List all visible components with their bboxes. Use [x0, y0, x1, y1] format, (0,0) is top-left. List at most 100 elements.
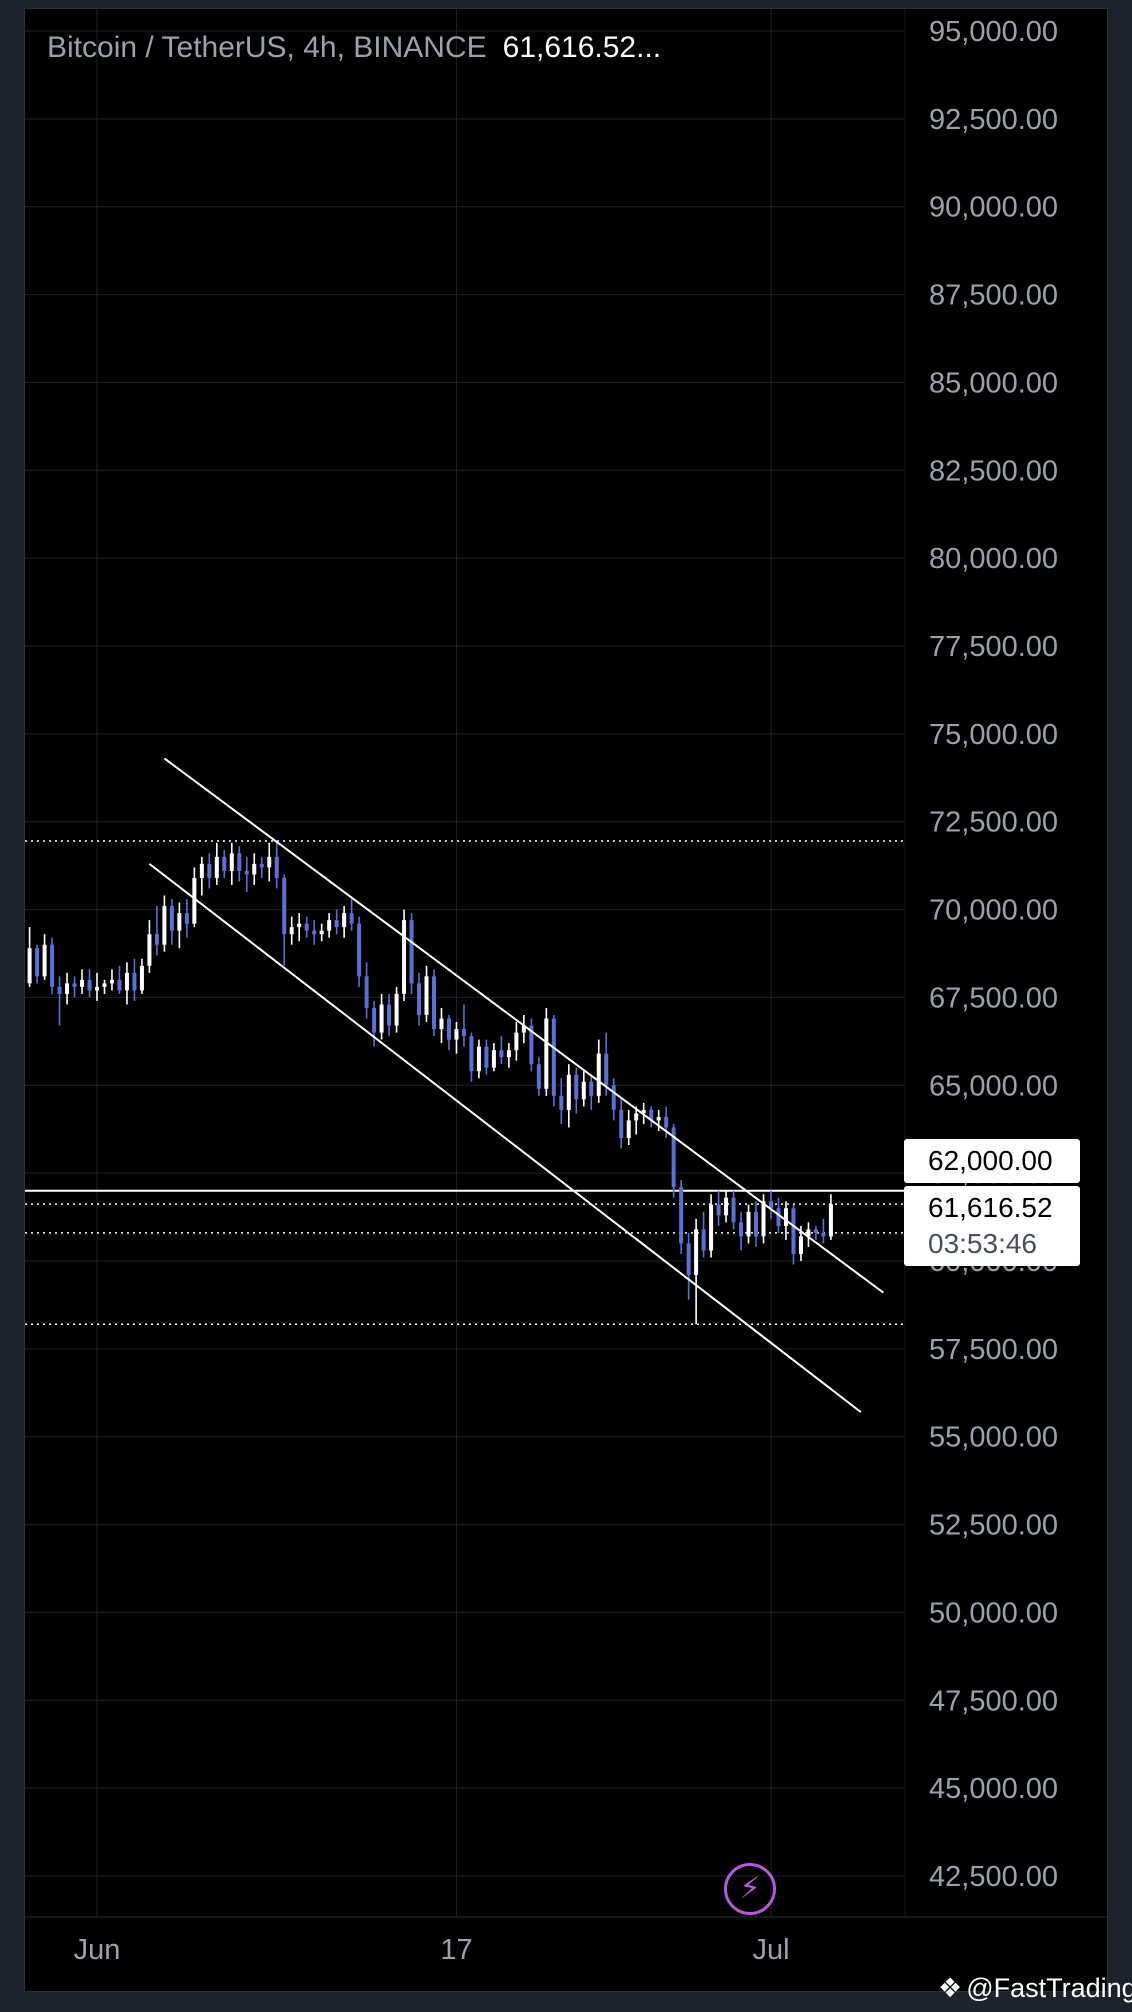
candle-body: [394, 993, 399, 1026]
candle-body: [117, 979, 122, 991]
candle-body: [267, 856, 272, 868]
candle-body: [222, 856, 227, 871]
candle-body: [484, 1046, 489, 1068]
price-level-label: 62,000.00: [904, 1139, 1080, 1183]
candle-body: [783, 1208, 788, 1226]
candle-body: [679, 1187, 684, 1244]
candle-body: [312, 930, 317, 935]
candle-body: [589, 1081, 594, 1096]
chart-header: Bitcoin / TetherUS, 4h, BINANCE 61,616.52…: [47, 31, 661, 65]
price-chart[interactable]: 95,000.00 92,500.00 90,000.00 87,500.00 85,0…: [25, 9, 1108, 1992]
candle-body: [319, 930, 324, 935]
candle-body: [229, 853, 234, 871]
candle-body: [327, 920, 332, 931]
candle-body: [72, 983, 77, 987]
candle-body: [499, 1050, 504, 1058]
price-tick-label: 65,000.00: [929, 1070, 1058, 1102]
candle-body: [432, 976, 436, 1030]
candle-body: [439, 1018, 444, 1030]
candle-body: [372, 1007, 377, 1033]
candle-body: [724, 1197, 729, 1216]
watermark: ❖ @FastTrading: [938, 1973, 1132, 2004]
candle-body: [424, 976, 429, 1015]
price-tick-label: 92,500.00: [929, 104, 1058, 136]
price-tick-label: 80,000.00: [929, 543, 1058, 575]
candle-body: [417, 983, 422, 1015]
candle-body: [87, 979, 92, 991]
candle-body: [252, 863, 257, 875]
candle-body: [162, 906, 167, 945]
watermark-text: @FastTrading: [966, 1973, 1132, 2003]
candle-body: [207, 863, 212, 878]
candle-body: [754, 1211, 759, 1237]
candle-body: [813, 1229, 818, 1233]
candle-body: [214, 856, 219, 878]
price-tick-label: 57,500.00: [929, 1334, 1058, 1366]
candle-body: [199, 863, 204, 878]
candle-body: [566, 1074, 571, 1110]
candle-body: [544, 1018, 549, 1089]
candle-body: [641, 1109, 646, 1114]
candle-body: [349, 913, 354, 924]
candle-body: [664, 1116, 669, 1128]
candle-body: [357, 923, 362, 977]
price-tick-label: 42,500.00: [929, 1861, 1058, 1893]
candle-body: [342, 913, 347, 928]
candle-body: [282, 877, 287, 935]
candle-body: [446, 1018, 451, 1040]
candle-body: [147, 934, 152, 966]
candle-body: [709, 1204, 714, 1251]
candle-body: [154, 934, 159, 945]
candle-body: [776, 1208, 781, 1226]
candle-body: [634, 1113, 639, 1121]
candle-body: [387, 1004, 392, 1026]
price-tick-label: 82,500.00: [929, 455, 1058, 487]
candle-body: [746, 1211, 751, 1237]
candle-body: [469, 1036, 474, 1072]
candle-body: [50, 944, 55, 987]
candle-body: [57, 986, 62, 994]
candle-body: [491, 1050, 496, 1068]
candle-body: [626, 1120, 631, 1138]
candle-body: [476, 1046, 481, 1072]
price-tick-label: 77,500.00: [929, 631, 1058, 663]
diamond-logo-icon: ❖: [938, 1973, 963, 2003]
candle-body: [731, 1197, 736, 1223]
chart-frame: 95,000.00 92,500.00 90,000.00 87,500.00 85,0…: [24, 8, 1108, 1992]
candle-body: [551, 1018, 556, 1096]
candle-body: [80, 979, 85, 987]
candle-body: [259, 863, 264, 868]
candle-body: [798, 1236, 803, 1254]
candle-body: [506, 1050, 511, 1058]
candle-body: [364, 976, 369, 1008]
candle-body: [184, 913, 189, 924]
candle-body: [454, 1029, 459, 1040]
price-tick-label: 45,000.00: [929, 1773, 1058, 1805]
candle-body: [656, 1116, 661, 1121]
trend-line: [148, 863, 862, 1413]
candle-body: [821, 1232, 826, 1237]
price-tick-label: 52,500.00: [929, 1510, 1058, 1542]
candle-body: [379, 1004, 384, 1033]
bar-countdown: 03:53:46: [928, 1228, 1037, 1259]
candle-body: [686, 1243, 691, 1276]
price-level-value: 62,000.00: [928, 1145, 1053, 1176]
price-tick-label: 47,500.00: [929, 1685, 1058, 1717]
price-tick-label: 55,000.00: [929, 1422, 1058, 1454]
lightning-bolt-icon[interactable]: ⚡: [724, 1863, 776, 1915]
price-tick-label: 87,500.00: [929, 280, 1058, 312]
candle-body: [409, 920, 414, 984]
price-tick-label: 67,500.00: [929, 982, 1058, 1014]
price-tick-label: 50,000.00: [929, 1597, 1058, 1629]
candle-body: [274, 856, 279, 878]
price-tick-label: 90,000.00: [929, 192, 1058, 224]
candle-body: [192, 877, 197, 924]
time-tick-label: Jul: [752, 1934, 789, 1966]
candle-body: [35, 948, 40, 977]
candle-body: [461, 1029, 466, 1037]
candle-body: [604, 1053, 609, 1086]
header-last-price: 61,616.52...: [502, 31, 662, 64]
candle-body: [529, 1025, 534, 1065]
candle-body: [27, 948, 32, 984]
candle-body: [596, 1053, 601, 1096]
